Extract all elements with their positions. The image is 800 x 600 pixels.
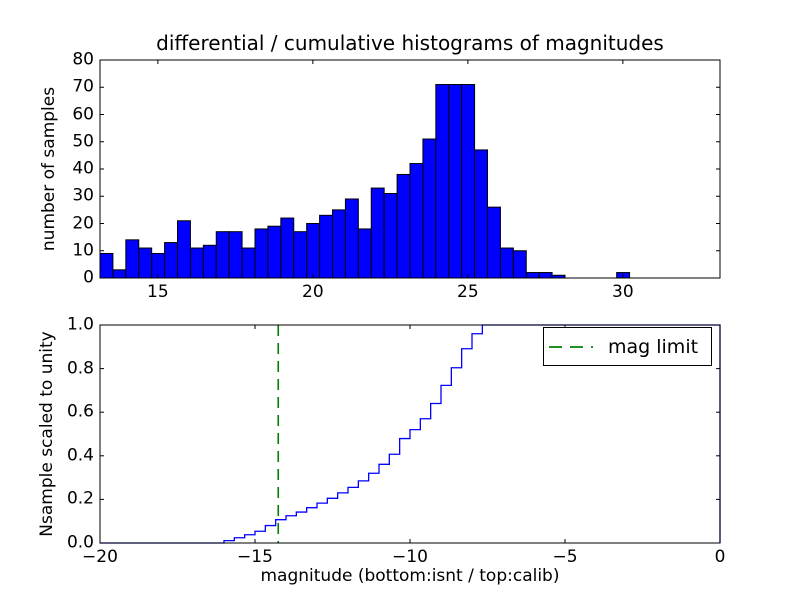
bottom-y-tick-label: 0.8 bbox=[66, 358, 94, 379]
bottom-x-tick-label: −5 bbox=[552, 547, 578, 567]
bottom-y-tick-label: 0.2 bbox=[66, 488, 94, 509]
bottom-x-tick-label: −10 bbox=[392, 547, 428, 567]
histogram-bar bbox=[215, 231, 230, 279]
legend: mag limit bbox=[543, 327, 712, 366]
cumulative-step-line bbox=[100, 324, 721, 544]
bottom-x-tick-label: −15 bbox=[237, 547, 273, 567]
legend-label: mag limit bbox=[608, 335, 699, 358]
histogram-bar bbox=[319, 214, 334, 279]
bottom-ylabel: Nsample scaled to unity bbox=[37, 331, 57, 537]
histogram-bar bbox=[228, 231, 243, 279]
top-y-tick-label: 10 bbox=[72, 240, 94, 261]
histogram-bar bbox=[138, 247, 153, 279]
top-y-tick-label: 40 bbox=[72, 158, 94, 179]
histogram-bar bbox=[112, 269, 127, 279]
histogram-bar bbox=[435, 84, 450, 279]
histogram-bar bbox=[461, 84, 476, 279]
histogram-bar bbox=[202, 244, 217, 279]
histogram-bar bbox=[474, 149, 489, 279]
legend-dash-sample-icon bbox=[549, 345, 593, 348]
top-ylabel: number of samples bbox=[39, 86, 59, 252]
histogram-bar bbox=[357, 228, 372, 279]
histogram-bar bbox=[189, 247, 204, 279]
bottom-y-tick-label: 1.0 bbox=[66, 314, 94, 335]
histogram-bar bbox=[293, 231, 308, 279]
histogram-bar bbox=[344, 198, 359, 279]
top-y-tick-label: 0 bbox=[83, 267, 94, 288]
histogram-bar bbox=[306, 223, 321, 279]
histogram-bar bbox=[164, 242, 179, 279]
histogram-bar bbox=[396, 173, 411, 279]
bottom-y-tick-label: 0.4 bbox=[66, 445, 94, 466]
top-y-tick-label: 70 bbox=[72, 76, 94, 97]
top-x-tick-label: 30 bbox=[612, 282, 634, 302]
histogram-bar bbox=[512, 250, 527, 279]
histogram-bar bbox=[332, 209, 346, 279]
histogram-bar bbox=[525, 272, 540, 279]
bottom-xlabel: magnitude (bottom:isnt / top:calib) bbox=[260, 566, 560, 586]
histogram-bar bbox=[448, 84, 463, 279]
histogram-bar bbox=[422, 138, 437, 279]
histogram-bar bbox=[487, 206, 501, 279]
histogram-bar bbox=[383, 193, 398, 279]
top-y-tick-label: 20 bbox=[72, 213, 94, 233]
histogram-bar bbox=[280, 217, 295, 279]
histogram-bar bbox=[125, 239, 140, 279]
top-x-tick-label: 20 bbox=[302, 282, 324, 302]
bottom-x-tick-label: 0 bbox=[714, 547, 726, 567]
histogram-bar bbox=[254, 228, 269, 279]
top-y-tick-label: 60 bbox=[72, 104, 94, 124]
histogram-bar bbox=[267, 225, 282, 279]
bottom-x-tick-label: −20 bbox=[82, 547, 118, 567]
bottom-y-tick-label: 0.6 bbox=[66, 401, 94, 422]
histogram-bar bbox=[177, 220, 191, 279]
histogram-bar bbox=[499, 247, 514, 279]
histogram-bar bbox=[99, 252, 114, 279]
top-x-tick-label: 15 bbox=[147, 282, 169, 302]
top-y-tick-label: 50 bbox=[72, 131, 94, 152]
histogram-bar bbox=[409, 163, 424, 279]
bottom-y-tick-label: 0.0 bbox=[66, 532, 94, 553]
top-y-tick-label: 80 bbox=[72, 49, 94, 70]
histogram-bar bbox=[241, 247, 256, 279]
top-y-tick-label: 30 bbox=[72, 185, 94, 206]
histogram-bar bbox=[370, 187, 385, 279]
chart-title: differential / cumulative histograms of … bbox=[156, 31, 664, 55]
histogram-bar bbox=[538, 272, 553, 279]
top-x-tick-label: 25 bbox=[457, 282, 479, 302]
